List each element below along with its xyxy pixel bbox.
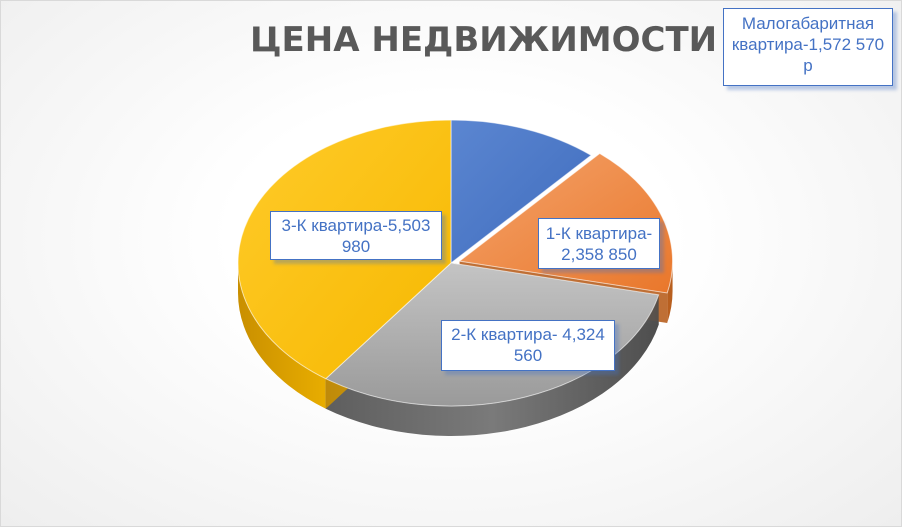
- data-label-3k-apartment: 3-К квартира-5,503 980: [270, 211, 442, 260]
- slice-small-apartment: [450, 119, 593, 265]
- slice-3k-apartment-side: [238, 263, 326, 409]
- data-label-small-apartment: Малогабаритная квартира-1,572 570 р: [723, 8, 893, 86]
- slice-2k-apartment-side: [325, 294, 659, 437]
- slice-1k-apartment-side: [667, 261, 673, 323]
- data-label-2k-apartment: 2-К квартира- 4,324 560: [441, 320, 615, 371]
- data-label-1k-apartment: 1-К квартира- 2,358 850: [538, 218, 660, 269]
- chart-title: ЦЕНА НЕДВИЖИМОСТИ: [250, 20, 718, 60]
